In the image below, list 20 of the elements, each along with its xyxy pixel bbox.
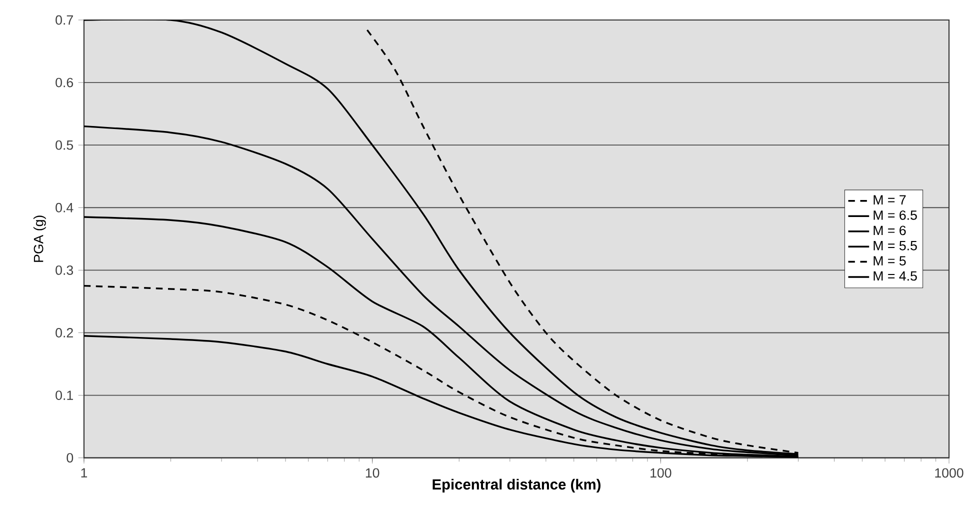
legend-label: M = 5 <box>874 256 906 266</box>
x-tick-label: 100 <box>650 468 672 478</box>
x-axis-title: Epicentral distance (km) <box>432 478 600 493</box>
x-tick-label: 1 <box>81 468 88 478</box>
legend-label: M = 6.5 <box>874 210 917 220</box>
y-tick-label: 0.6 <box>56 78 74 88</box>
legend-label: M = 7 <box>874 195 906 205</box>
y-tick-label: 0.4 <box>56 203 74 212</box>
y-axis-title: PGA (g) <box>33 216 46 262</box>
y-tick-label: 0.1 <box>56 390 73 400</box>
y-tick-label: 0.3 <box>56 266 74 275</box>
x-tick-label: 10 <box>366 468 380 478</box>
y-tick-label: 0.2 <box>56 328 73 338</box>
x-tick-label: 1000 <box>935 468 964 478</box>
y-tick-label: 0 <box>66 453 74 463</box>
y-tick-label: 0.5 <box>56 140 74 150</box>
y-tick-label: 0.7 <box>56 15 73 25</box>
legend-label: M = 5.5 <box>874 241 917 250</box>
legend-label: M = 4.5 <box>874 271 917 281</box>
legend-label: M = 6 <box>874 226 906 236</box>
